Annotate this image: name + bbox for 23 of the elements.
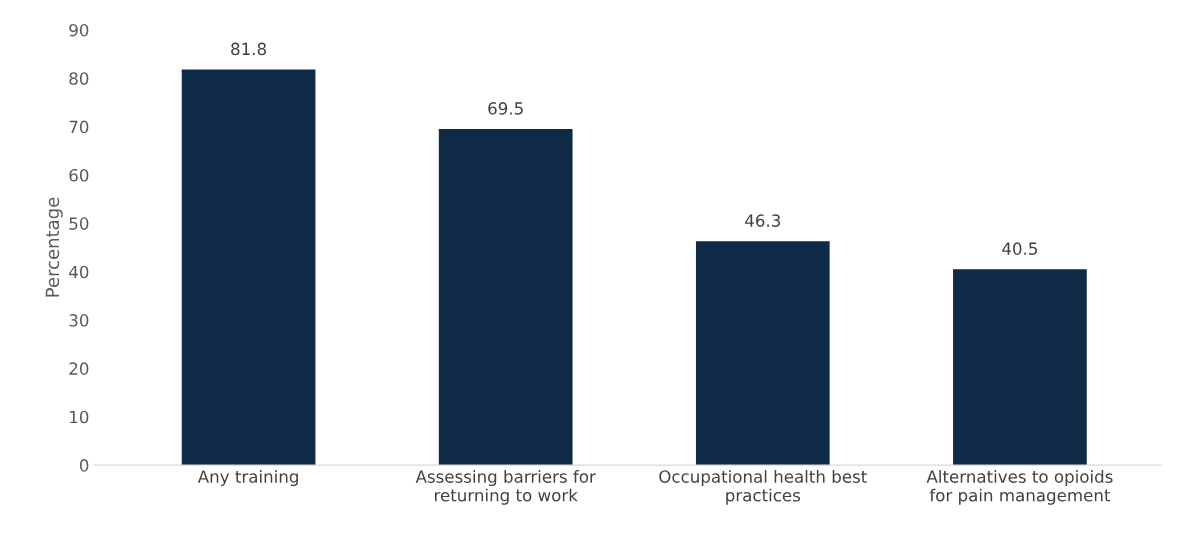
y-tick-label: 20 xyxy=(69,362,89,375)
bar xyxy=(695,241,830,466)
y-tick-label: 80 xyxy=(69,72,89,85)
y-tick-label: 0 xyxy=(79,459,89,472)
data-label: 46.3 xyxy=(745,214,781,227)
data-label: 69.5 xyxy=(488,102,523,115)
bar xyxy=(953,269,1087,466)
y-tick-label: 30 xyxy=(69,314,89,327)
y-tick-label: 40 xyxy=(69,265,89,279)
data-label: 81.8 xyxy=(231,42,266,56)
y-tick-label: 90 xyxy=(69,23,89,37)
x-tick-label: Alternatives to opioids for pain management xyxy=(926,469,1113,505)
bar xyxy=(181,69,316,466)
data-label: 40.5 xyxy=(1002,242,1038,255)
y-tick-label: 50 xyxy=(69,217,89,230)
y-axis-title: Percentage xyxy=(45,197,63,297)
bar xyxy=(438,129,573,466)
x-tick-label: Any training xyxy=(197,469,298,487)
y-tick-label: 10 xyxy=(70,410,89,424)
x-tick-label: Assessing barriers for returning to work xyxy=(415,469,596,505)
y-tick-label: 70 xyxy=(69,120,89,134)
x-tick-label: Occupational health best practices xyxy=(659,469,867,505)
y-tick-label: 60 xyxy=(69,168,89,182)
